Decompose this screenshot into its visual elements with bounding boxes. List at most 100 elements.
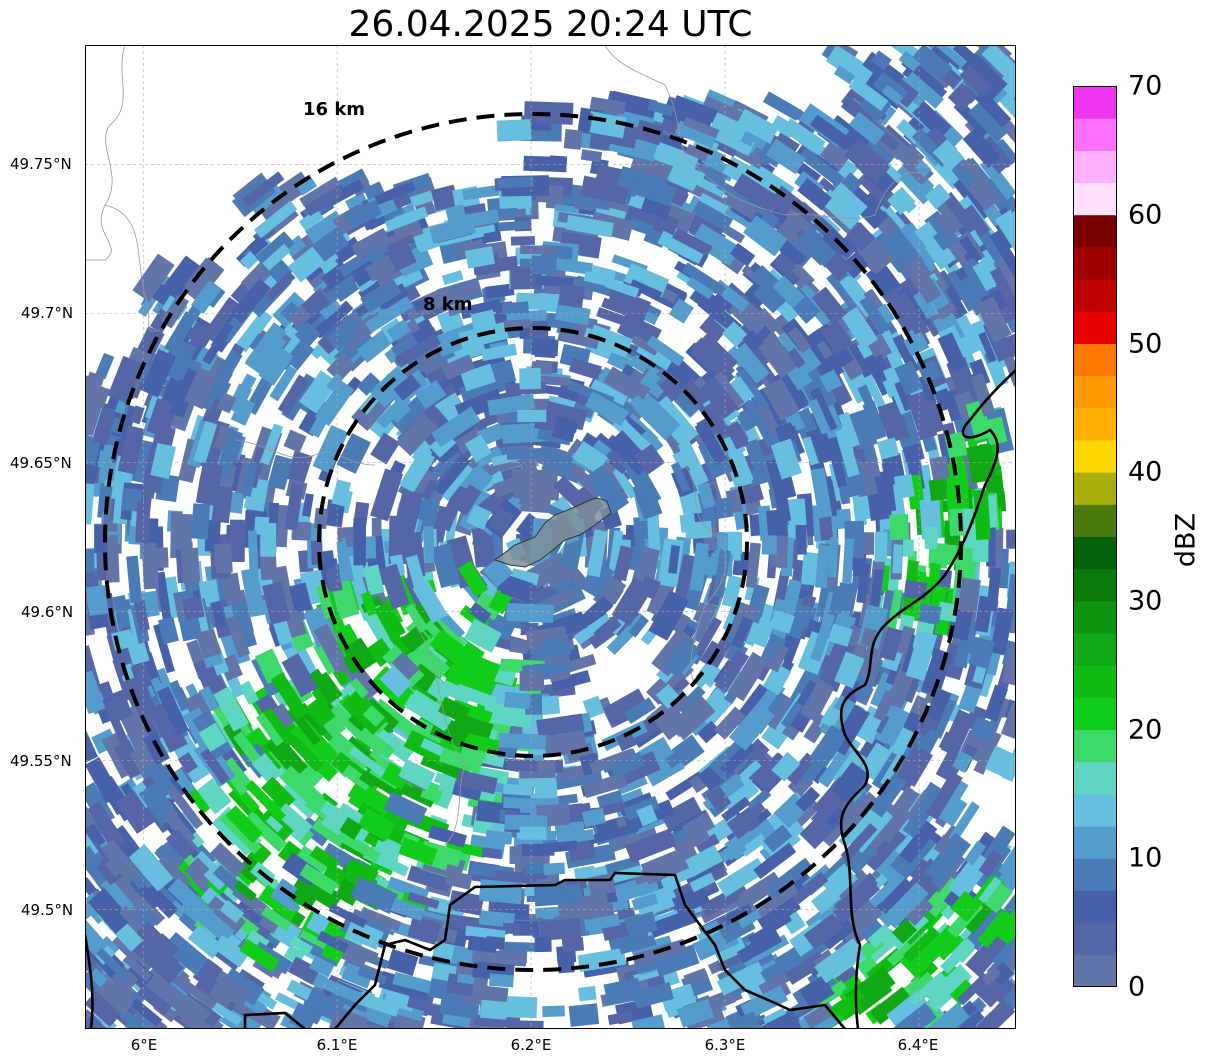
echo-cell	[219, 899, 245, 924]
echo-cell	[407, 915, 442, 945]
echo-cell	[247, 530, 259, 576]
echo-cell	[360, 591, 378, 617]
echo-cell	[809, 387, 838, 432]
echo-cell	[925, 771, 963, 820]
echo-cell	[719, 740, 757, 776]
echo-cell	[633, 546, 661, 592]
echo-cell	[746, 788, 772, 812]
echo-cell	[182, 596, 205, 621]
echo-cell	[196, 958, 223, 986]
echo-cell	[288, 735, 324, 772]
echo-cell	[609, 751, 646, 778]
echo-cell	[825, 45, 875, 87]
echo-cell	[153, 623, 175, 674]
lat-tick-label: 49.55°N	[10, 752, 72, 770]
echo-cell	[820, 320, 853, 355]
echo-cell	[702, 96, 746, 125]
echo-cell	[692, 602, 711, 624]
echo-cell	[506, 447, 557, 460]
echo-cell	[714, 649, 750, 693]
echo-cell	[744, 398, 777, 448]
colorbar-band	[1073, 568, 1117, 602]
echo-cell	[421, 479, 438, 501]
echo-cell	[663, 638, 701, 679]
echo-cell	[841, 306, 879, 350]
echo-cell	[863, 288, 883, 311]
echo-cell	[444, 340, 487, 366]
echo-cell	[799, 679, 834, 722]
echo-cell	[732, 173, 780, 213]
echo-cell	[132, 253, 175, 302]
echo-cell	[951, 750, 973, 773]
echo-cell	[582, 772, 628, 799]
echo-cell	[165, 828, 196, 861]
echo-cell	[290, 880, 321, 911]
echo-cell	[903, 580, 928, 600]
echo-cell	[762, 662, 792, 695]
echo-cell	[954, 314, 983, 355]
echo-cell	[744, 438, 771, 482]
echo-cell	[289, 935, 314, 955]
echo-cell	[814, 938, 866, 984]
echo-cell	[140, 349, 177, 398]
echo-cell	[824, 251, 853, 281]
echo-cell	[467, 935, 498, 954]
echo-cell	[405, 603, 429, 633]
echo-cell	[772, 252, 804, 283]
echo-cell	[558, 283, 586, 309]
echo-cell	[652, 141, 700, 174]
echo-cell	[565, 214, 615, 238]
echo-cell	[130, 662, 152, 686]
echo-cell	[992, 929, 1016, 970]
colorbar-band	[1073, 954, 1117, 987]
echo-cell	[795, 525, 807, 555]
echo-cell	[761, 535, 777, 555]
echo-cell	[230, 397, 256, 426]
echo-cell	[568, 1003, 600, 1027]
echo-cell	[649, 908, 699, 938]
range-ring-8km	[317, 326, 749, 758]
echo-cell	[362, 564, 385, 596]
echo-cell	[439, 998, 480, 1020]
echo-cell	[236, 373, 257, 399]
echo-cell	[568, 357, 602, 380]
echo-cell	[909, 971, 947, 1006]
echo-cell	[766, 509, 789, 539]
echo-cell	[350, 876, 399, 915]
echo-cell	[682, 262, 727, 297]
echo-cell	[972, 257, 1003, 292]
echo-cell	[896, 223, 927, 256]
echo-cell	[721, 796, 751, 822]
echo-cell	[978, 876, 1002, 904]
echo-cell	[279, 780, 320, 819]
echo-cell	[955, 235, 983, 266]
echo-cell	[539, 918, 582, 941]
echo-cell	[336, 830, 381, 862]
echo-cell	[735, 407, 759, 432]
echo-cell	[928, 989, 953, 1012]
colorbar-band	[1073, 729, 1117, 763]
echo-cell	[240, 567, 266, 618]
echo-cell	[611, 577, 653, 626]
echo-cell	[781, 118, 826, 155]
echo-cell	[458, 731, 505, 756]
echo-cell	[439, 462, 474, 501]
echo-cell	[867, 923, 893, 949]
echo-cell	[204, 519, 221, 552]
echo-cell	[530, 255, 557, 275]
echo-cell	[386, 234, 416, 254]
echo-cell	[191, 280, 222, 314]
echo-cell	[288, 1002, 319, 1029]
echo-cell	[896, 744, 934, 787]
echo-cell	[465, 245, 496, 269]
echo-cell	[705, 786, 732, 813]
echo-cell	[629, 173, 677, 207]
echo-cell	[542, 561, 571, 589]
echo-cell	[103, 700, 129, 745]
echo-cell	[596, 307, 628, 326]
echo-cell	[85, 385, 106, 437]
echo-cell	[85, 584, 109, 617]
echo-cell	[668, 298, 694, 324]
echo-cell	[725, 421, 750, 450]
echo-cell	[742, 329, 764, 352]
